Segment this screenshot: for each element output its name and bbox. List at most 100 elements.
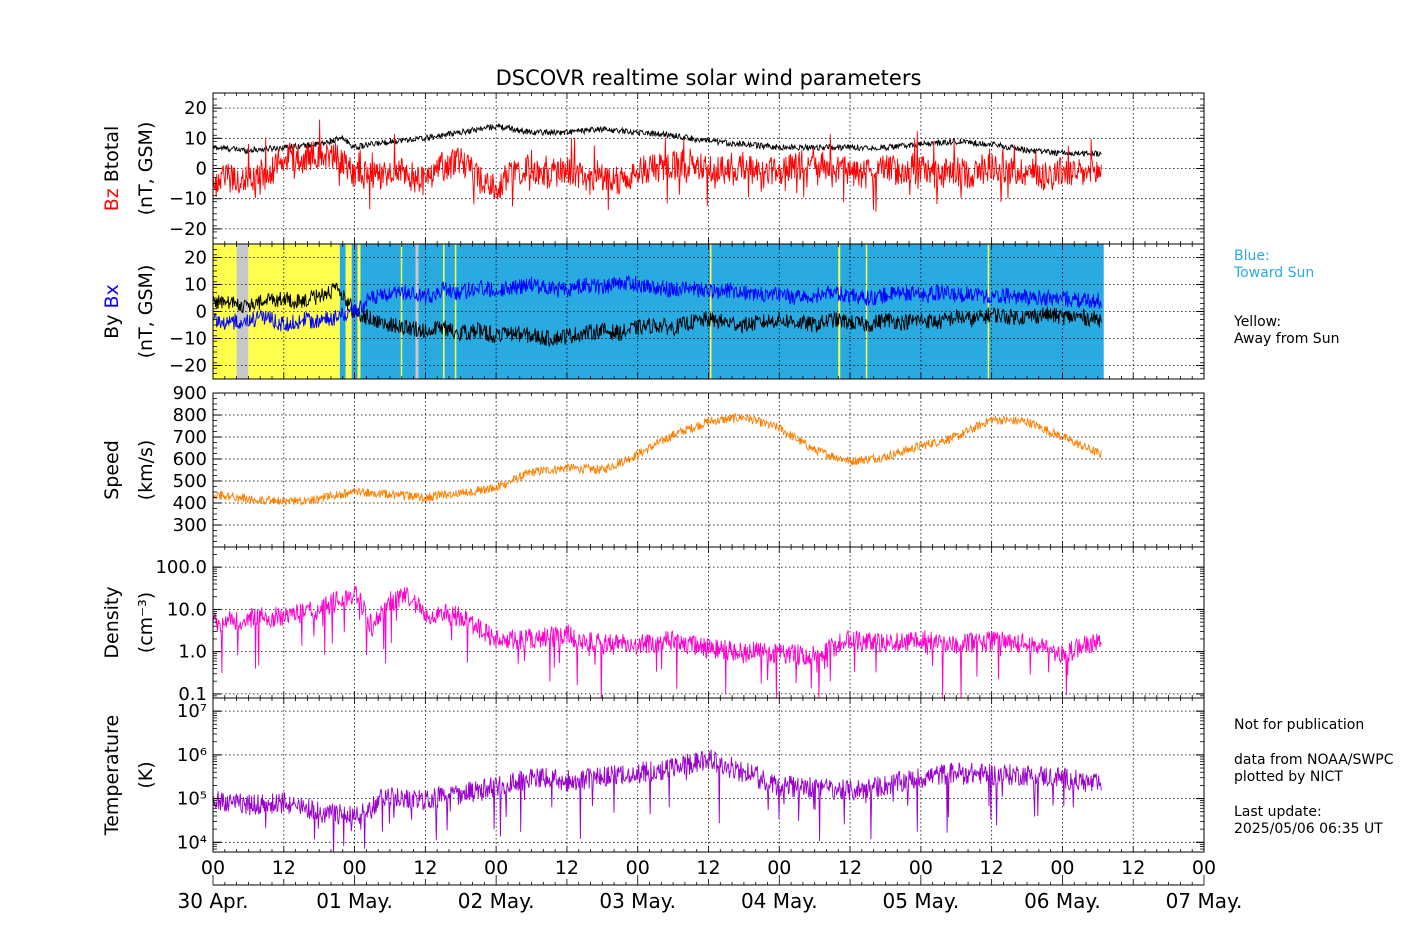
polarity-band xyxy=(213,244,237,379)
y-tick-label: 0.1 xyxy=(178,684,207,705)
y-tick-label: −10 xyxy=(169,329,207,350)
y-axis-label-part: Speed xyxy=(101,440,123,500)
x-date-label: 06 May. xyxy=(1024,889,1101,913)
y-tick-label: 10⁵ xyxy=(177,789,207,810)
y-tick-label: 100.0 xyxy=(155,557,207,578)
x-date-label: 03 May. xyxy=(599,889,676,913)
series-by-line xyxy=(213,282,1102,348)
panel-grid xyxy=(213,244,1204,379)
y-axis-label-part: By xyxy=(101,315,123,339)
y-tick-label: 800 xyxy=(173,405,207,426)
series-speed-line xyxy=(213,412,1102,506)
panel-series xyxy=(213,749,1102,852)
y-axis-unit-label: (nT, GSM) xyxy=(135,122,157,216)
x-hour-label: 00 xyxy=(1050,857,1074,879)
panel-series xyxy=(213,275,1102,348)
y-axis-unit-label: (cm⁻³) xyxy=(135,592,157,653)
y-axis-unit-label: (km/s) xyxy=(135,440,157,501)
x-hour-label: 00 xyxy=(767,857,791,879)
y-axis-label-part: Temperature xyxy=(101,715,123,836)
y-axis-label-part: Bz xyxy=(101,188,123,211)
series-bx-line xyxy=(213,275,1102,333)
x-date-label: 04 May. xyxy=(741,889,818,913)
y-tick-label: 400 xyxy=(173,493,207,514)
x-hour-label: 12 xyxy=(555,857,579,879)
x-date-label: 30 Apr. xyxy=(178,889,249,913)
y-axis-unit-label: (nT, GSM) xyxy=(135,265,157,359)
polarity-band xyxy=(360,244,1104,379)
y-tick-label: −20 xyxy=(169,219,207,240)
x-date-label: 07 May. xyxy=(1166,889,1243,913)
chart-title: DSCOVR realtime solar wind parameters xyxy=(496,66,922,90)
y-tick-label: 20 xyxy=(184,248,207,269)
x-hour-label: 00 xyxy=(201,857,225,879)
y-tick-label: −10 xyxy=(169,189,207,210)
y-tick-label: 1.0 xyxy=(178,642,207,663)
y-axis-label: Density xyxy=(101,586,123,658)
series-btotal-line xyxy=(213,123,1102,158)
panel-series xyxy=(213,585,1102,698)
x-hour-label: 12 xyxy=(1121,857,1145,879)
y-tick-label: 10⁶ xyxy=(177,745,207,766)
x-hour-label: 00 xyxy=(342,857,366,879)
series-density-line xyxy=(213,585,1102,698)
x-hour-label: 12 xyxy=(838,857,862,879)
legend-yellow-title: Yellow: xyxy=(1234,314,1282,330)
polarity-band xyxy=(345,244,352,379)
y-axis-label-part: Bx xyxy=(101,284,123,314)
x-hour-label: 12 xyxy=(980,857,1004,879)
y-axis-label: Temperature xyxy=(101,715,123,836)
polarity-band xyxy=(865,244,868,379)
note-last-update-value: 2025/05/06 06:35 UT xyxy=(1234,821,1383,837)
x-date-label: 02 May. xyxy=(458,889,535,913)
x-hour-label: 12 xyxy=(696,857,720,879)
x-hour-label: 00 xyxy=(1192,857,1216,879)
panel-density: 0.1 1.0 10.0 100.0 Density (cm⁻³) xyxy=(101,546,1205,705)
y-tick-label: 20 xyxy=(184,98,207,119)
y-tick-label: 10⁴ xyxy=(177,832,207,853)
y-tick-label: 10 xyxy=(184,275,207,296)
y-tick-label: 10.0 xyxy=(167,599,207,620)
y-tick-label: 0 xyxy=(196,302,207,323)
panel-grid xyxy=(213,547,1204,698)
polarity-band xyxy=(443,244,445,379)
note-source-noaa: data from NOAA/SWPC xyxy=(1234,752,1394,768)
panel-bxby: 20 10 0 −10 −20 By Bx (nT, GSM) xyxy=(101,243,1205,380)
y-tick-label: 10 xyxy=(184,128,207,149)
x-hour-label: 12 xyxy=(413,857,437,879)
x-hour-label: 00 xyxy=(909,857,933,879)
y-tick-label: 600 xyxy=(173,449,207,470)
x-hour-label: 00 xyxy=(484,857,508,879)
series-temperature-line xyxy=(213,749,1102,852)
x-date-label: 01 May. xyxy=(316,889,393,913)
panel-grid xyxy=(213,393,1204,547)
panel-bfield: 20 10 0 −10 −20 Bz Btotal (nT, GSM) xyxy=(101,92,1205,245)
panel-series xyxy=(213,119,1102,212)
note-not-for-publication: Not for publication xyxy=(1234,717,1365,733)
y-tick-label: 10⁷ xyxy=(177,701,207,722)
y-axis-label-part: Btotal xyxy=(101,126,123,189)
y-axis-label: Bz Btotal xyxy=(101,126,123,212)
y-axis-label-part: Density xyxy=(101,586,123,658)
panel-series xyxy=(213,412,1102,506)
y-tick-label: −20 xyxy=(169,356,207,377)
y-axis-label: Speed xyxy=(101,440,123,500)
y-tick-label: 500 xyxy=(173,471,207,492)
polarity-band xyxy=(709,244,712,379)
polarity-band xyxy=(454,244,457,379)
legend-blue-title: Blue: xyxy=(1234,248,1270,264)
panel-temperature: 10⁴ 10⁵ 10⁶ 10⁷ Temperature (K) xyxy=(101,697,1205,853)
note-last-update-label: Last update: xyxy=(1234,804,1322,820)
legend-blue-text: Toward Sun xyxy=(1234,265,1315,281)
legend-yellow-text: Away from Sun xyxy=(1234,331,1340,347)
y-tick-label: 700 xyxy=(173,427,207,448)
x-hour-label: 12 xyxy=(272,857,296,879)
series-bz-line xyxy=(213,119,1102,212)
y-tick-label: 300 xyxy=(173,515,207,536)
x-date-label: 05 May. xyxy=(883,889,960,913)
y-axis-label: By Bx xyxy=(101,284,123,339)
panel-grid xyxy=(213,93,1204,244)
